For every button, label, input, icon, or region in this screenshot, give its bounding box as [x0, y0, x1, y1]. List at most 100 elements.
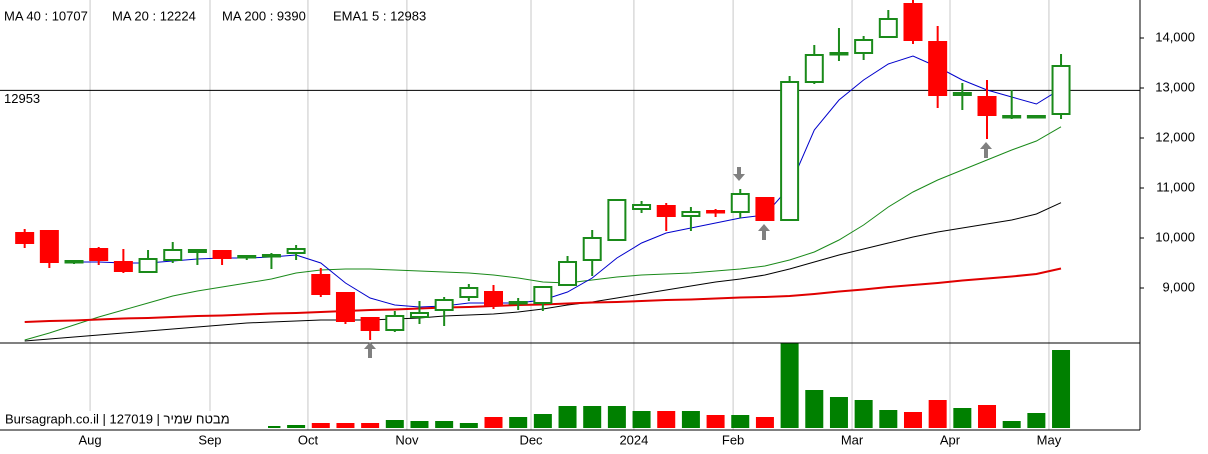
arrow-down: [733, 167, 745, 181]
candle-body: [335, 292, 355, 322]
x-tick-label: Mar: [841, 432, 864, 447]
y-tick-label: 12,000: [1155, 129, 1195, 144]
candle-body: [1051, 65, 1071, 115]
candle-body: [459, 287, 479, 298]
candle-body: [854, 39, 874, 54]
volume-bar: [435, 421, 454, 428]
arrow-up: [980, 142, 992, 158]
volume-bar: [385, 420, 404, 428]
indicator-line: [24, 126, 1062, 341]
candle-body: [434, 299, 454, 311]
legend-entry: MA 20 : 12224: [112, 8, 196, 23]
volume-bar: [410, 421, 429, 428]
candle-body: [903, 3, 923, 41]
y-tick-label: 10,000: [1155, 229, 1195, 244]
x-tick-label: 2024: [619, 432, 648, 447]
volume-bar: [978, 405, 997, 428]
legend-entry: MA 200 : 9390: [222, 8, 306, 23]
x-tick-label: Dec: [519, 432, 543, 447]
candle-body: [39, 230, 59, 263]
x-tick-label: Oct: [298, 432, 319, 447]
candle-body: [163, 249, 183, 261]
candle-body: [89, 248, 109, 261]
candle-body: [607, 199, 627, 241]
volume-bar: [805, 390, 824, 428]
volume-bar: [1027, 413, 1046, 428]
volume-bar: [657, 411, 676, 428]
candle-body: [928, 41, 948, 96]
volume-bar: [632, 411, 651, 428]
volume-bar: [681, 411, 700, 428]
candle-body: [1026, 115, 1046, 119]
volume-bar: [953, 408, 972, 428]
candle-body: [15, 232, 35, 244]
candle-body: [977, 96, 997, 116]
candle-body: [385, 315, 405, 331]
candle-body: [755, 197, 775, 221]
volume-bar: [311, 423, 330, 428]
candle-body: [829, 52, 849, 56]
volume-bar: [533, 414, 552, 428]
candle-body: [212, 250, 232, 259]
volume-bar: [854, 400, 873, 428]
candle-body: [656, 205, 676, 217]
candle-body: [706, 210, 726, 214]
candle-body: [582, 237, 602, 261]
volume-bar: [829, 397, 848, 428]
volume-bar: [879, 410, 898, 428]
volume-bar: [731, 415, 750, 428]
grid: [0, 0, 1144, 430]
candle-body: [113, 261, 133, 272]
x-tick-label: Nov: [395, 432, 419, 447]
arrow-up: [364, 342, 376, 358]
y-tick-label: 13,000: [1155, 79, 1195, 94]
candle-body: [780, 81, 800, 221]
y-tick-label: 9,000: [1162, 279, 1195, 294]
candle-body: [533, 286, 553, 304]
volume-bar: [583, 406, 602, 428]
x-tick-label: Aug: [78, 432, 101, 447]
candle-body: [632, 204, 652, 210]
candle-body: [409, 312, 429, 318]
volume-bar: [287, 425, 306, 428]
candle-body: [311, 274, 331, 295]
volume-bar: [262, 426, 281, 428]
volume-bar: [558, 406, 577, 428]
volume-bar: [706, 415, 725, 428]
price-line-label: 12953: [4, 91, 40, 106]
volume-bar: [928, 400, 947, 428]
candle-body: [730, 193, 750, 213]
volume-bar: [607, 406, 626, 428]
volume-bar: [1002, 421, 1021, 428]
volume-bar: [780, 343, 799, 428]
volume-bar: [509, 417, 528, 428]
signal-arrows: [364, 142, 992, 358]
candle-body: [286, 248, 306, 254]
candle-body: [64, 260, 84, 264]
legend-entry: EMA1 5 : 12983: [333, 8, 426, 23]
y-tick-label: 14,000: [1155, 29, 1195, 44]
x-tick-label: Feb: [722, 432, 744, 447]
y-tick-label: 11,000: [1156, 179, 1195, 194]
volume-bar: [361, 423, 380, 428]
candle-body: [1002, 115, 1022, 119]
candle-body: [558, 261, 578, 286]
candle-body: [138, 258, 158, 273]
volume-bar: [903, 412, 922, 428]
volume-bar: [1052, 350, 1071, 428]
arrow-up: [758, 224, 770, 240]
candle-body: [952, 92, 972, 96]
candle-body: [261, 254, 281, 258]
candle-body: [360, 317, 380, 331]
volume-bar: [336, 423, 355, 428]
candles: [15, 0, 1071, 340]
x-tick-label: May: [1037, 432, 1062, 447]
volume-bar: [755, 417, 774, 428]
candle-body: [237, 255, 257, 259]
volume-bar: [459, 423, 478, 428]
legend-entry: MA 40 : 10707: [4, 8, 88, 23]
candle-body: [878, 18, 898, 38]
candle-body: [804, 54, 824, 83]
